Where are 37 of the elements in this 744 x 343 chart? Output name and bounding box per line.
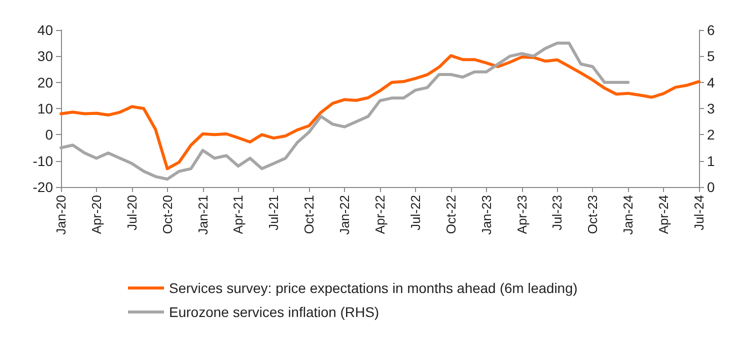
y-tick-label: 10	[37, 100, 54, 116]
x-tick-label: Oct-21	[302, 195, 317, 234]
legend-label: Services survey: price expectations in months ahead (6m leading)	[169, 280, 578, 296]
x-tick-label: Apr-22	[372, 195, 388, 234]
x-tick-label: Oct-20	[160, 195, 175, 234]
y2-tick-label: 0	[707, 179, 715, 195]
x-tick-label: Apr-23	[514, 195, 530, 234]
x-tick-label: Jul-20	[124, 195, 140, 230]
y-tick-label: 20	[37, 74, 54, 90]
x-tick-label: Jul-23	[550, 195, 565, 230]
y2-tick-label: 1	[707, 152, 715, 169]
x-tick-label: Jan-20	[54, 195, 68, 235]
x-tick-label: Jul-22	[408, 195, 423, 230]
line-series	[60, 54, 700, 170]
line-series	[60, 42, 630, 181]
x-tick-label: Apr-24	[656, 195, 672, 234]
x-tick-label: Jul-24	[692, 195, 706, 230]
x-tick-label: Jan-24	[620, 195, 636, 235]
x-tick-label: Apr-20	[88, 195, 104, 234]
y-tick-label: 30	[37, 48, 54, 64]
x-tick-label: Oct-22	[443, 195, 458, 234]
x-tick-label: Jan-23	[478, 195, 494, 235]
y-tick-label: 0	[45, 126, 54, 143]
y2-tick-label: 3	[707, 100, 715, 116]
y2-tick-label: 6	[707, 22, 715, 38]
x-tick-label: Apr-21	[230, 195, 246, 234]
x-tick-label: Jul-21	[266, 195, 282, 230]
x-tick-label: Oct-23	[585, 195, 600, 234]
x-tick-label: Jan-22	[337, 195, 352, 235]
y2-tick-label: 2	[707, 126, 715, 143]
y-tick-label: -20	[32, 179, 54, 195]
y-tick-label: -10	[32, 152, 54, 169]
legend-label: Eurozone services inflation (RHS)	[169, 304, 380, 320]
y2-tick-label: 5	[707, 48, 715, 64]
x-tick-label: Jan-21	[195, 195, 210, 235]
y-tick-label: 40	[37, 22, 54, 38]
y2-tick-label: 4	[707, 74, 715, 90]
